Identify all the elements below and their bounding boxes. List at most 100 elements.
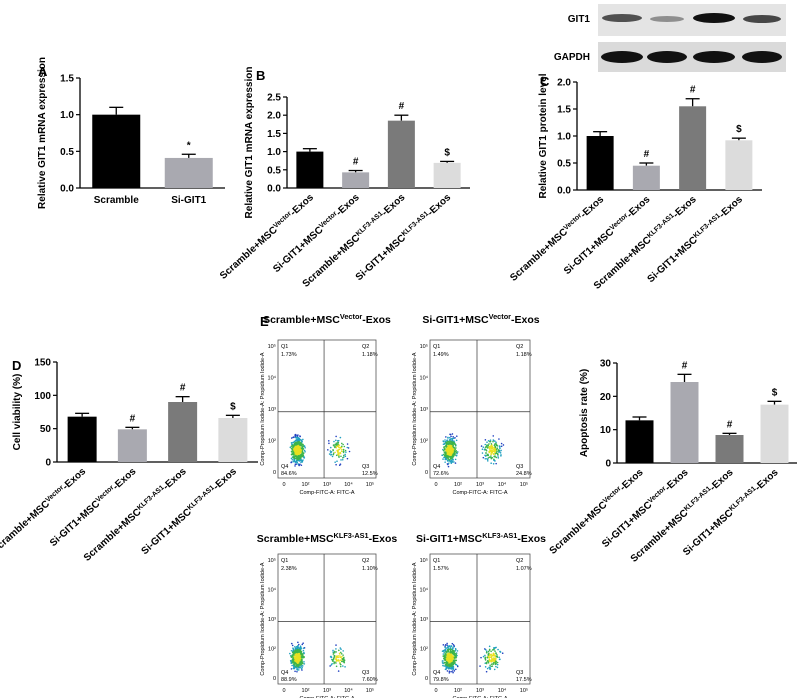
event-dot	[484, 454, 486, 457]
y-axis-label: Relative GIT1 mRNA expression	[37, 57, 48, 209]
event-dot	[453, 653, 456, 656]
y-axis-label: Comp-Propidium Iodide-A: Propidium Iodid…	[412, 352, 418, 465]
y-tick-label: 0	[273, 676, 276, 682]
plot-title-part: Vector	[489, 312, 512, 321]
panel-letter: E	[260, 314, 269, 329]
event-dot	[489, 659, 491, 661]
event-dot	[293, 457, 296, 460]
event-dot	[290, 668, 293, 670]
event-dot	[500, 454, 502, 456]
event-dot	[498, 438, 500, 440]
x-tick-label: Si-GIT1+MSCVector-Exos	[271, 191, 362, 275]
event-dot	[493, 668, 496, 671]
panel-letter: C	[540, 74, 550, 89]
event-dot	[445, 647, 448, 649]
event-dot	[444, 453, 447, 456]
y-tick-label: 10³	[268, 407, 276, 413]
bar	[586, 136, 614, 190]
event-dot	[303, 445, 306, 447]
y-tick-label: 10²	[420, 647, 428, 653]
x-tick-label: 10³	[476, 688, 484, 694]
plot-title-part: Scramble+MSC	[257, 533, 334, 545]
x-tick-label-part: KLF3-AS1	[136, 484, 166, 512]
y-axis-label: Relative GIT1 protein level	[538, 73, 549, 198]
event-dot	[299, 649, 302, 652]
event-dot	[495, 657, 497, 660]
x-tick-label: 10⁵	[520, 687, 528, 694]
x-tick-label-part: -Exos	[717, 194, 745, 221]
x-tick-label: 0	[282, 482, 285, 488]
event-dot	[302, 444, 304, 446]
x-tick-label-part: Scramble+MSC	[0, 499, 52, 556]
event-dot	[449, 663, 451, 666]
x-tick-label: 10⁵	[520, 481, 528, 488]
blot-band	[647, 51, 687, 63]
event-dot	[488, 656, 491, 659]
y-tick-label: 10²	[268, 647, 276, 653]
event-dot	[297, 669, 300, 671]
event-dot	[451, 648, 454, 650]
event-dot	[486, 460, 489, 462]
x-axis-label: Comp-FITC-A: FITC-A	[300, 490, 355, 496]
event-dot	[449, 667, 452, 670]
plot-title-part: KLF3-AS1	[482, 531, 517, 540]
event-dot	[301, 643, 304, 646]
quadrant-value: 17.5%	[516, 677, 532, 683]
event-dot	[299, 651, 302, 654]
event-dot	[302, 452, 305, 454]
event-dot	[442, 458, 444, 460]
y-tick-label: 1.5	[267, 129, 281, 140]
event-dot	[497, 648, 499, 651]
event-dot	[297, 649, 299, 651]
event-dot	[330, 451, 333, 453]
event-dot	[455, 454, 458, 457]
event-dot	[294, 434, 296, 436]
event-dot	[449, 444, 452, 447]
event-dot	[335, 435, 337, 438]
event-dot	[294, 650, 296, 653]
y-tick-label: 10⁴	[420, 375, 429, 382]
event-dot	[449, 658, 451, 661]
event-dot	[452, 646, 454, 648]
event-dot	[485, 651, 488, 654]
event-dot	[333, 662, 335, 665]
event-dot	[444, 445, 447, 447]
event-dot	[488, 645, 491, 648]
event-dot	[484, 658, 487, 660]
event-dot	[299, 435, 301, 437]
event-dot	[291, 644, 294, 647]
event-dot	[290, 437, 293, 439]
event-dot	[452, 659, 455, 662]
quadrant-value: 2.38%	[281, 566, 297, 572]
event-dot	[303, 449, 306, 452]
panel-letter: B	[256, 68, 265, 83]
x-tick-label: 10²	[454, 688, 462, 694]
x-tick-label: Si-GIT1+MSCKLF3-AS1-Exos	[139, 465, 239, 557]
event-dot	[447, 653, 450, 655]
x-tick-label-part: KLF3-AS1	[186, 484, 216, 512]
event-dot	[487, 453, 489, 456]
y-tick-label: 0.5	[557, 159, 571, 170]
y-tick-label: 1.5	[60, 74, 74, 85]
quadrant-name: Q1	[281, 558, 288, 564]
x-tick-label-part: KLF3-AS1	[683, 485, 713, 513]
event-dot	[297, 434, 299, 436]
quadrant-name: Q3	[516, 464, 523, 470]
event-dot	[294, 652, 296, 654]
event-dot	[295, 451, 297, 454]
significance-mark: #	[690, 85, 696, 96]
event-dot	[455, 656, 458, 658]
event-dot	[492, 648, 495, 651]
y-axis-label: Cell viability (%)	[12, 374, 23, 451]
event-dot	[442, 443, 445, 446]
event-dot	[452, 436, 454, 438]
event-dot	[451, 460, 454, 463]
event-dot	[297, 656, 300, 658]
event-dot	[448, 670, 451, 673]
event-dot	[341, 448, 343, 451]
event-dot	[297, 440, 300, 443]
event-dot	[453, 443, 456, 445]
event-dot	[294, 648, 297, 650]
event-dot	[495, 449, 497, 452]
